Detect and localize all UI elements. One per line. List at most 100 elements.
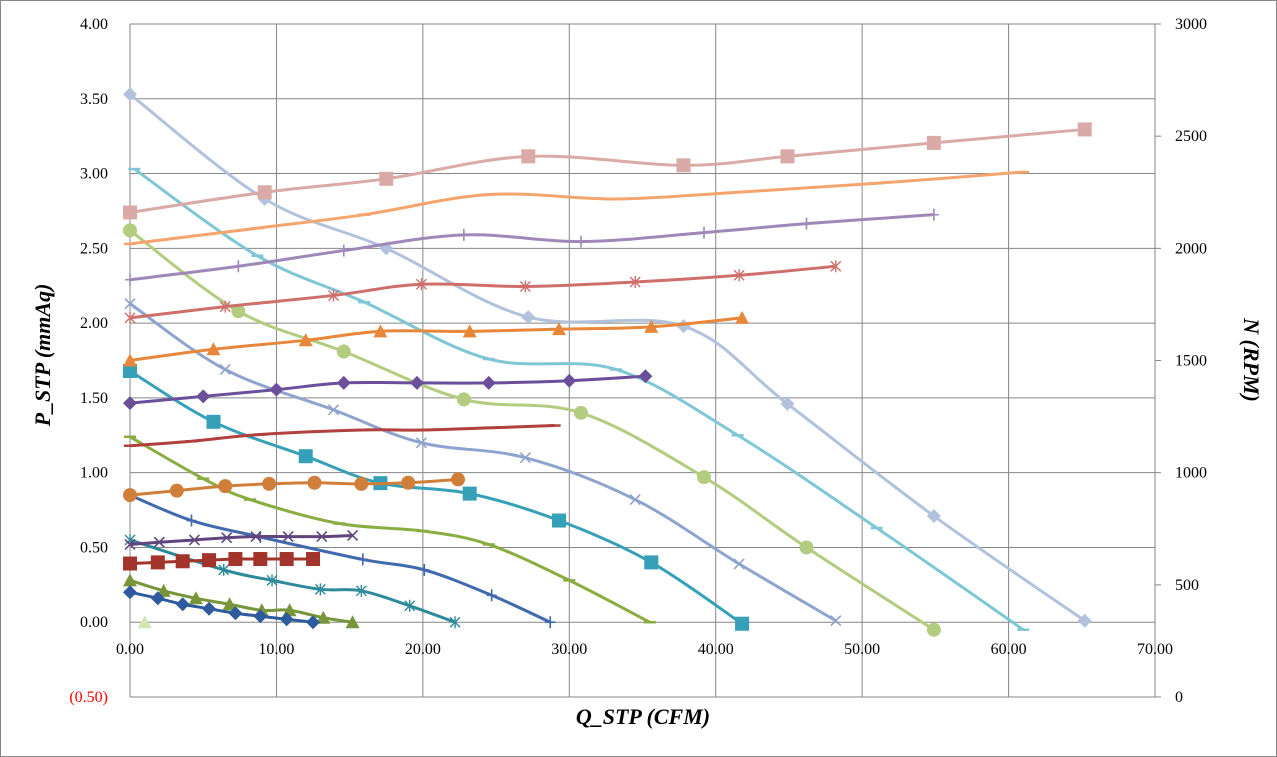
y-tick-label: 0.00 <box>80 614 108 631</box>
series-1 <box>123 87 1092 628</box>
y-tick-label: 3.50 <box>80 91 108 108</box>
data-point <box>519 452 531 464</box>
data-point <box>316 531 328 543</box>
data-point <box>282 531 294 543</box>
series-line <box>129 374 646 405</box>
data-point <box>202 601 217 616</box>
series-17 <box>124 424 561 448</box>
y2-tick-label: 500 <box>1175 577 1199 594</box>
data-point <box>219 363 231 376</box>
data-point <box>124 538 136 551</box>
data-point <box>926 622 941 637</box>
data-point <box>801 217 812 230</box>
data-point <box>449 616 461 629</box>
data-point <box>458 228 469 241</box>
y-tick-label: 2.00 <box>80 315 108 332</box>
data-point <box>314 583 326 596</box>
data-point <box>676 158 691 173</box>
series-18 <box>123 472 465 503</box>
series-line <box>129 302 837 623</box>
series-19 <box>124 529 359 551</box>
y2-tick-label: 2500 <box>1175 128 1207 145</box>
y-axis-title: P_STP (mmAq) <box>30 284 55 428</box>
data-point <box>401 475 416 490</box>
data-point <box>357 553 368 566</box>
data-point <box>928 208 939 221</box>
data-point <box>521 149 536 164</box>
data-point <box>298 333 313 347</box>
data-point <box>733 558 745 570</box>
data-point <box>175 597 190 612</box>
data-point <box>175 554 190 569</box>
series-line <box>129 316 743 362</box>
data-point <box>233 260 244 273</box>
data-point <box>188 534 200 546</box>
x-tick-label: 0.00 <box>116 641 144 658</box>
data-point <box>336 375 351 390</box>
data-point <box>735 310 750 324</box>
data-point <box>123 396 137 411</box>
data-point <box>926 135 941 150</box>
series-line <box>129 213 934 282</box>
data-point <box>830 615 842 627</box>
data-point <box>481 375 496 390</box>
data-point <box>379 171 394 186</box>
data-point <box>222 597 237 611</box>
data-point <box>221 532 233 544</box>
data-point <box>253 552 268 567</box>
data-point <box>156 583 171 597</box>
data-point <box>733 269 745 282</box>
data-point <box>123 205 137 220</box>
data-point <box>328 289 340 302</box>
data-point <box>373 324 388 338</box>
y-tick-label: 0.50 <box>80 539 108 556</box>
data-point <box>218 479 233 494</box>
data-point <box>735 616 750 631</box>
data-point <box>306 552 321 567</box>
data-point <box>123 353 137 367</box>
series-15 <box>123 310 750 367</box>
data-point <box>521 310 536 325</box>
series-2 <box>128 167 1030 631</box>
data-point <box>279 552 294 567</box>
y-tick-label: 1.50 <box>80 390 108 407</box>
data-point <box>306 615 321 630</box>
data-point <box>123 585 137 600</box>
data-point <box>150 555 165 570</box>
data-point <box>123 573 137 587</box>
data-point <box>486 589 497 602</box>
data-point <box>228 606 243 621</box>
y2-tick-label: 3000 <box>1175 16 1207 33</box>
series-layer <box>123 87 1092 637</box>
data-point <box>926 509 941 524</box>
data-point <box>125 273 135 286</box>
data-point <box>699 226 709 239</box>
data-point <box>462 486 477 501</box>
series-line <box>129 127 1085 214</box>
data-point <box>410 375 424 390</box>
data-point <box>552 322 567 336</box>
series-5 <box>123 363 750 631</box>
series-9 <box>123 573 360 629</box>
data-point <box>697 470 711 485</box>
y-tick-label: (0.50) <box>69 689 108 706</box>
series-3 <box>123 223 941 637</box>
series-line <box>129 369 743 625</box>
y2-tick-label: 1000 <box>1175 465 1207 482</box>
data-point <box>1077 122 1092 137</box>
data-point <box>574 405 588 420</box>
data-point <box>188 591 203 605</box>
y-tick-label: 2.50 <box>80 240 108 257</box>
data-point <box>269 382 284 397</box>
data-point <box>419 563 430 576</box>
data-point <box>462 324 477 338</box>
series-line <box>129 170 1024 246</box>
series-line <box>129 93 1086 622</box>
data-point <box>150 591 165 606</box>
x-tick-label: 40.00 <box>698 641 734 658</box>
data-point <box>644 319 659 333</box>
series-14 <box>124 260 842 324</box>
y2-axis-title: N (RPM) <box>1239 317 1264 402</box>
data-point <box>327 404 340 416</box>
y-tick-label: 3.00 <box>80 166 108 183</box>
